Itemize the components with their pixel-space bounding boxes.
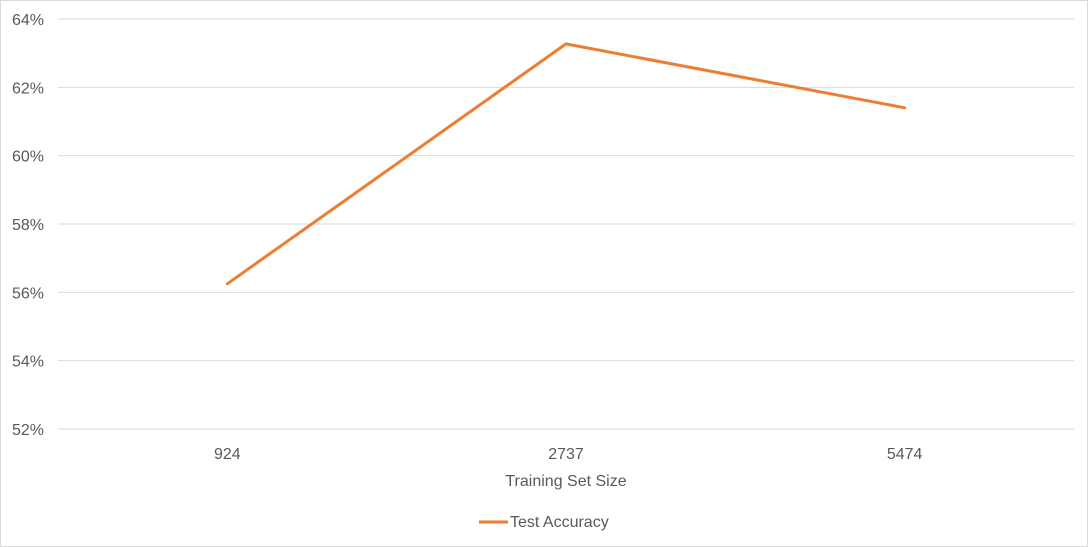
x-tick-label: 5474	[887, 446, 923, 463]
y-tick-label: 64%	[12, 12, 44, 29]
legend-series-label: Test Accuracy	[510, 514, 609, 531]
y-tick-label: 60%	[12, 149, 44, 166]
y-axis-tick-labels: 52% 54% 56% 58% 60% 62% 64%	[12, 12, 44, 439]
series-lines	[225, 42, 907, 286]
x-tick-label: 2737	[548, 446, 584, 463]
y-tick-label: 58%	[12, 217, 44, 234]
y-tick-label: 62%	[12, 80, 44, 97]
legend: Test Accuracy	[479, 514, 609, 531]
x-axis-tick-labels: 924 2737 5474	[214, 446, 923, 463]
series-line	[225, 42, 907, 286]
y-tick-label: 54%	[12, 354, 44, 371]
y-tick-label: 56%	[12, 285, 44, 302]
x-axis-title: Training Set Size	[505, 473, 626, 490]
gridlines	[58, 18, 1074, 430]
y-tick-label: 52%	[12, 422, 44, 439]
x-tick-label: 924	[214, 446, 241, 463]
